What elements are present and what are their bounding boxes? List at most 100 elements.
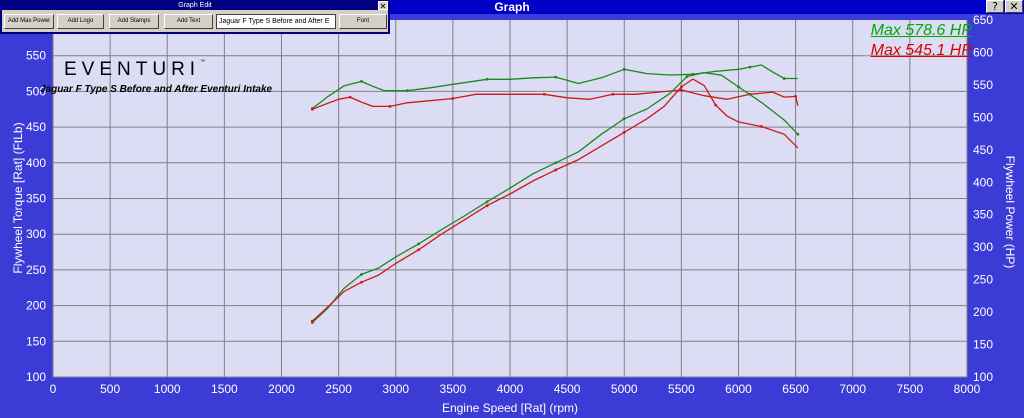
x-tick-label: 500 [100, 382, 120, 396]
y2-tick-label: 500 [973, 110, 993, 124]
x-tick-label: 4000 [497, 382, 524, 396]
data-point [611, 92, 615, 96]
window-title: Graph [494, 0, 530, 14]
graph-edit-close-icon[interactable]: ✕ [378, 1, 388, 11]
x-tick-label: 6500 [782, 382, 809, 396]
data-point [405, 89, 409, 93]
x-tick-label: 4500 [554, 382, 581, 396]
data-point [622, 67, 626, 71]
data-point [737, 85, 740, 89]
add-max-power-button[interactable]: Add Max Power [4, 14, 54, 29]
y-tick-label: 400 [26, 156, 46, 170]
data-point [542, 92, 546, 96]
data-point [622, 117, 626, 121]
y-tick-label: 500 [26, 84, 46, 98]
y2-tick-label: 300 [973, 240, 993, 254]
graph-edit-titlebar: Graph Edit ✕ [2, 1, 388, 11]
data-point [748, 65, 752, 69]
max-power-after-label: Max 578.6 HP [870, 22, 972, 39]
add-text-button[interactable]: Add Text [164, 14, 213, 29]
x-tick-label: 3000 [382, 382, 409, 396]
x-tick-labels: 0 500 1000 1500 2000 2500 3000 3500 4000 4500 5000… [50, 382, 981, 396]
y2-tick-label: 250 [973, 273, 993, 287]
data-point [485, 77, 489, 81]
data-point [388, 104, 392, 108]
x-tick-label: 5500 [668, 382, 695, 396]
y-tick-label: 350 [26, 192, 46, 206]
y-tick-label: 300 [26, 227, 46, 241]
data-point [782, 77, 786, 80]
y2-tick-label: 450 [973, 143, 993, 157]
data-point [679, 88, 683, 92]
series-line-1 [312, 89, 799, 110]
x-tick-label: 3500 [440, 382, 467, 396]
x-axis-label: Engine Speed [Rat] (rpm) [442, 401, 578, 415]
x-tick-label: 1500 [211, 382, 238, 396]
y2-tick-labels: 100 150 200 250 300 350 400 450 500 550 600 650 [973, 13, 993, 384]
y2-tick-label: 100 [973, 370, 993, 384]
data-point [310, 107, 314, 111]
y-tick-label: 150 [26, 334, 46, 348]
y-tick-label: 200 [26, 299, 46, 313]
data-point [417, 248, 420, 252]
y-tick-labels: 100 150 200 250 300 350 400 450 500 550 [26, 49, 46, 384]
add-logo-button[interactable]: Add Logo [57, 14, 104, 29]
x-tick-label: 2000 [268, 382, 295, 396]
max-power-before-label: Max 545.1 HP [870, 42, 972, 59]
data-point [485, 204, 489, 208]
data-point [360, 80, 363, 83]
data-point [759, 125, 763, 128]
data-point [679, 85, 683, 89]
series-lines [310, 64, 800, 324]
data-point [348, 95, 352, 99]
chart-subtitle: Jaguar F Type S Before and After Eventur… [40, 84, 273, 95]
help-button[interactable]: ? [986, 0, 1004, 13]
y2-tick-label: 600 [973, 45, 993, 59]
data-point [554, 75, 558, 79]
y-tick-label: 550 [26, 49, 46, 63]
y-tick-label: 100 [26, 370, 46, 384]
data-point [360, 280, 363, 284]
y-tick-label: 250 [26, 263, 46, 277]
y2-tick-label: 200 [973, 305, 993, 319]
series-line-3 [311, 78, 799, 322]
data-point [485, 200, 489, 204]
data-point [794, 94, 798, 98]
data-point [685, 75, 689, 78]
graph-text-input[interactable]: Jaguar F Type S Before and After E [216, 14, 336, 29]
data-point [451, 97, 455, 100]
x-tick-label: 2500 [325, 382, 352, 396]
data-point [554, 168, 558, 172]
x-tick-label: 7000 [839, 382, 866, 396]
trademark-mark: ™ [200, 59, 206, 65]
x-tick-label: 7500 [897, 382, 924, 396]
y2-axis-label: Flywheel Power (HP) [1003, 156, 1017, 269]
x-tick-label: 0 [50, 382, 57, 396]
y-axis-label: Flywheel Torque [Rat] (FtLb) [11, 122, 25, 273]
x-tick-label: 6000 [725, 382, 752, 396]
data-point [417, 242, 420, 246]
y2-tick-label: 650 [973, 13, 993, 27]
graph-edit-title: Graph Edit [178, 2, 212, 9]
grid-lines [52, 20, 968, 378]
y-tick-label: 450 [26, 120, 46, 134]
add-stamps-button[interactable]: Add Stamps [109, 14, 159, 29]
x-tick-label: 1000 [154, 382, 181, 396]
y2-tick-label: 150 [973, 338, 993, 352]
data-point [360, 273, 363, 276]
y2-tick-label: 400 [973, 175, 993, 189]
data-point [554, 161, 558, 165]
y2-tick-label: 550 [973, 78, 993, 92]
data-point [622, 130, 626, 134]
x-tick-label: 5000 [611, 382, 638, 396]
data-point [796, 132, 800, 136]
graph-edit-panel: Graph Edit ✕ Add Max Power Add Logo Add … [0, 0, 390, 34]
x-tick-label: 8000 [954, 382, 981, 396]
series-line-0 [311, 64, 798, 110]
data-point [714, 103, 718, 107]
logo-text: EVENTURI [64, 59, 201, 80]
font-button[interactable]: Font [339, 14, 387, 29]
close-icon[interactable]: ✕ [1005, 0, 1023, 13]
data-point [310, 319, 314, 323]
